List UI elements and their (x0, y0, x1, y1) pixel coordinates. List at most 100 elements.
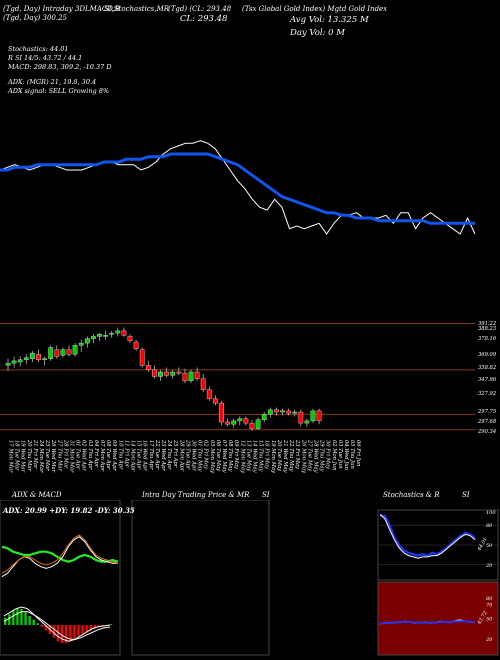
candle-body (316, 410, 322, 422)
candle-body (243, 418, 249, 424)
candle-body (164, 371, 169, 376)
candle-body (188, 371, 194, 382)
date-label: 17 Thu Apr (148, 440, 154, 470)
date-label: 11 Fri Apr (123, 440, 129, 468)
price-label: 391.22 (478, 321, 496, 327)
date-label: 16 Wed Apr (142, 440, 148, 471)
adx-values: ADX: 20.99 +DY: 19.82 -DY: 30.35 (2, 506, 135, 515)
macd-bar (85, 625, 88, 633)
price-label: 297.75 (477, 409, 496, 415)
header-day-vol: Day Vol: 0 M (290, 28, 345, 38)
rsi-tick: 70 (486, 603, 493, 609)
candle-body (292, 411, 298, 414)
candle-body (151, 369, 157, 377)
candle-body (249, 422, 255, 429)
candle-body (30, 352, 35, 359)
header-stoch-tag: SI,Stochastics,MR (104, 5, 170, 13)
date-label: 20 Tue May (276, 439, 282, 471)
date-label: 23 Wed Apr (160, 439, 166, 471)
candle-body (261, 414, 267, 420)
rsi-tick: 80 (486, 596, 493, 602)
candle-body (225, 421, 230, 425)
candle-body (36, 354, 41, 360)
candle-body (286, 410, 291, 414)
macd-bar (97, 625, 101, 627)
date-label: 30 Fri May (325, 440, 331, 469)
price-label: 388.23 (478, 326, 497, 332)
stoch-series-1 (379, 514, 476, 559)
candle-body (90, 336, 96, 339)
date-label: 04 Fri Apr (93, 440, 99, 468)
date-label: 27 Thu Mar (56, 439, 62, 471)
candle-body (200, 378, 206, 390)
stoch-pane-si: SI (462, 491, 470, 499)
stoch-tick: 50 (486, 543, 493, 549)
date-label: 19 Wed Mar (20, 440, 26, 473)
candle-body (182, 372, 188, 382)
macd-signal-line (3, 611, 111, 641)
candle-body (72, 345, 78, 355)
info-adx: ADX: (MGR) 21, 19.8, 30.4 (8, 78, 97, 86)
candle-body (42, 358, 48, 360)
candle-body (139, 349, 145, 366)
date-label: 08 Thu May (227, 440, 233, 471)
candle-body (310, 410, 316, 422)
rsi-series-1 (380, 620, 475, 625)
date-label: 15 Thu May (258, 440, 264, 471)
date-label: 02 Fri May (203, 440, 209, 469)
date-label: 30 Wed Apr (191, 440, 197, 471)
date-label: 26 Wed Mar (50, 439, 56, 473)
macd-bar (65, 625, 68, 643)
candle-body (206, 389, 212, 399)
date-label: 04 Wed Jun (343, 440, 349, 470)
macd-bar (16, 608, 19, 625)
date-label: 03 Tue Jun (337, 440, 343, 469)
date-label: 13 Tue May (245, 440, 251, 471)
price-label: 358.82 (478, 365, 496, 371)
date-label: 22 Thu May (288, 439, 294, 471)
macd-bar (12, 610, 15, 625)
candle-body (11, 360, 17, 364)
header-close-tag: (Tgd) (CL: 293.48 (168, 5, 232, 13)
macd-bar (56, 625, 60, 642)
info-rsi: R SI 14/5: 43.72 / 44.1 (8, 54, 83, 62)
overview-ma-line (0, 152, 475, 225)
date-label: 16 Fri May (264, 440, 270, 469)
rsi-tick: 50 (486, 617, 493, 623)
macd-bar (36, 623, 39, 625)
header-left-top: (Tgd, Day) Intraday 3DLMACD,B (3, 5, 120, 13)
date-label: 09 Wed Apr (111, 440, 117, 471)
candle-body (121, 330, 127, 336)
info-block: Stochastics: 44.01 R SI 14/5: 43.72 / 44… (8, 45, 112, 96)
date-label: 14 Wed May (252, 440, 258, 473)
macd-bar (109, 624, 113, 625)
date-label: 03 Thu Apr (87, 440, 93, 470)
candle-body (145, 365, 151, 370)
date-label: 26 Mon May (300, 439, 306, 473)
candle-body (5, 362, 11, 366)
candle-body (274, 409, 279, 413)
candle-body (231, 420, 237, 425)
stoch-tick: 80 (486, 523, 493, 529)
info-macd: MACD: 298.83, 309.2, -10.37 D (8, 63, 112, 71)
macd-bar (73, 625, 76, 640)
macd-bar (81, 625, 84, 634)
candle-body (158, 371, 163, 377)
date-label: 17 Mon Mar (8, 440, 14, 473)
macd-bar (101, 625, 105, 626)
candle-body (304, 420, 310, 424)
candle-body (78, 342, 84, 346)
header-title: (Tsx Global Gold Index) Mgtd Gold Index (242, 5, 388, 13)
candle-body (97, 334, 102, 337)
candle-body (194, 371, 200, 379)
date-label: 07 Wed May (221, 440, 227, 473)
candle-body (176, 371, 182, 374)
price-label: 297.68 (477, 419, 497, 425)
date-label: 15 Tue Apr (136, 440, 142, 470)
date-label: 02 Wed Apr (81, 440, 87, 471)
adx-series-2 (1, 534, 119, 574)
price-label: 290.34 (477, 429, 496, 435)
candle-body (280, 410, 285, 413)
header-close-big: CL: 293.48 (180, 14, 228, 24)
